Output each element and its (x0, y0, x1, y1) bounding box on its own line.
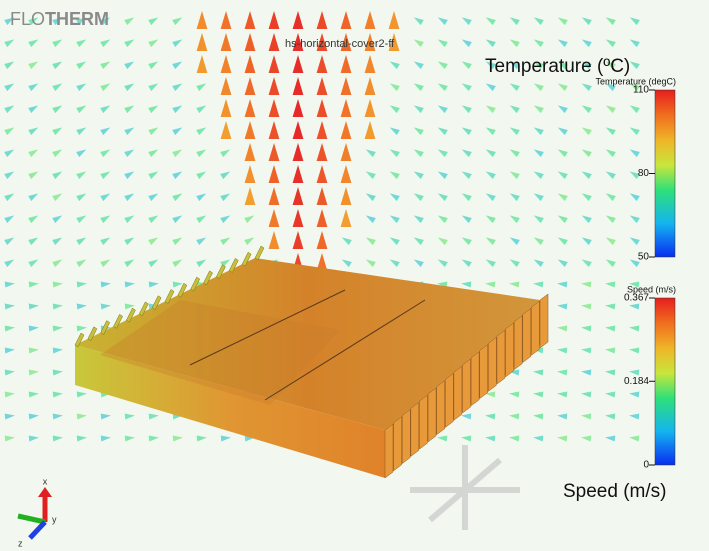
color-bar (655, 298, 675, 465)
fin (394, 417, 402, 471)
tick-label: 0.367 (624, 293, 649, 304)
view-title: hs-horizontal-cover2-ff (285, 38, 395, 50)
fin (523, 308, 531, 362)
fin (480, 345, 488, 399)
simulation-view: Temperature (ºC)Temperature (degC)110805… (0, 0, 709, 551)
fin (445, 373, 453, 427)
fin (454, 366, 462, 420)
legend-heading: Speed (m/s) (563, 481, 666, 502)
logo-light: FLO (10, 9, 45, 29)
fin (411, 402, 419, 456)
fin (540, 294, 548, 348)
fin (471, 352, 479, 406)
fin (531, 301, 539, 355)
color-bar (655, 90, 675, 257)
fin (497, 330, 505, 384)
fin (428, 388, 436, 442)
fin (488, 337, 496, 391)
fin (402, 410, 410, 464)
tick-label: 0 (643, 460, 649, 471)
tick-label: 50 (638, 252, 650, 263)
fin (506, 323, 514, 377)
axis-label: y (52, 514, 57, 524)
logo-bold: THERM (45, 9, 109, 29)
tick-label: 80 (638, 168, 650, 179)
fin (385, 424, 393, 478)
tick-label: 0.184 (624, 376, 649, 387)
logo: FLOTHERM (10, 9, 109, 29)
axis-label: z (18, 538, 23, 548)
tick-label: 110 (633, 85, 649, 96)
fin (463, 359, 471, 413)
fin (514, 316, 522, 370)
axis-label: x (43, 476, 48, 486)
fin (419, 395, 427, 449)
legend-heading: Temperature (ºC) (485, 56, 630, 77)
fin (437, 381, 445, 435)
logo-text: FLOTHERM (10, 9, 109, 29)
